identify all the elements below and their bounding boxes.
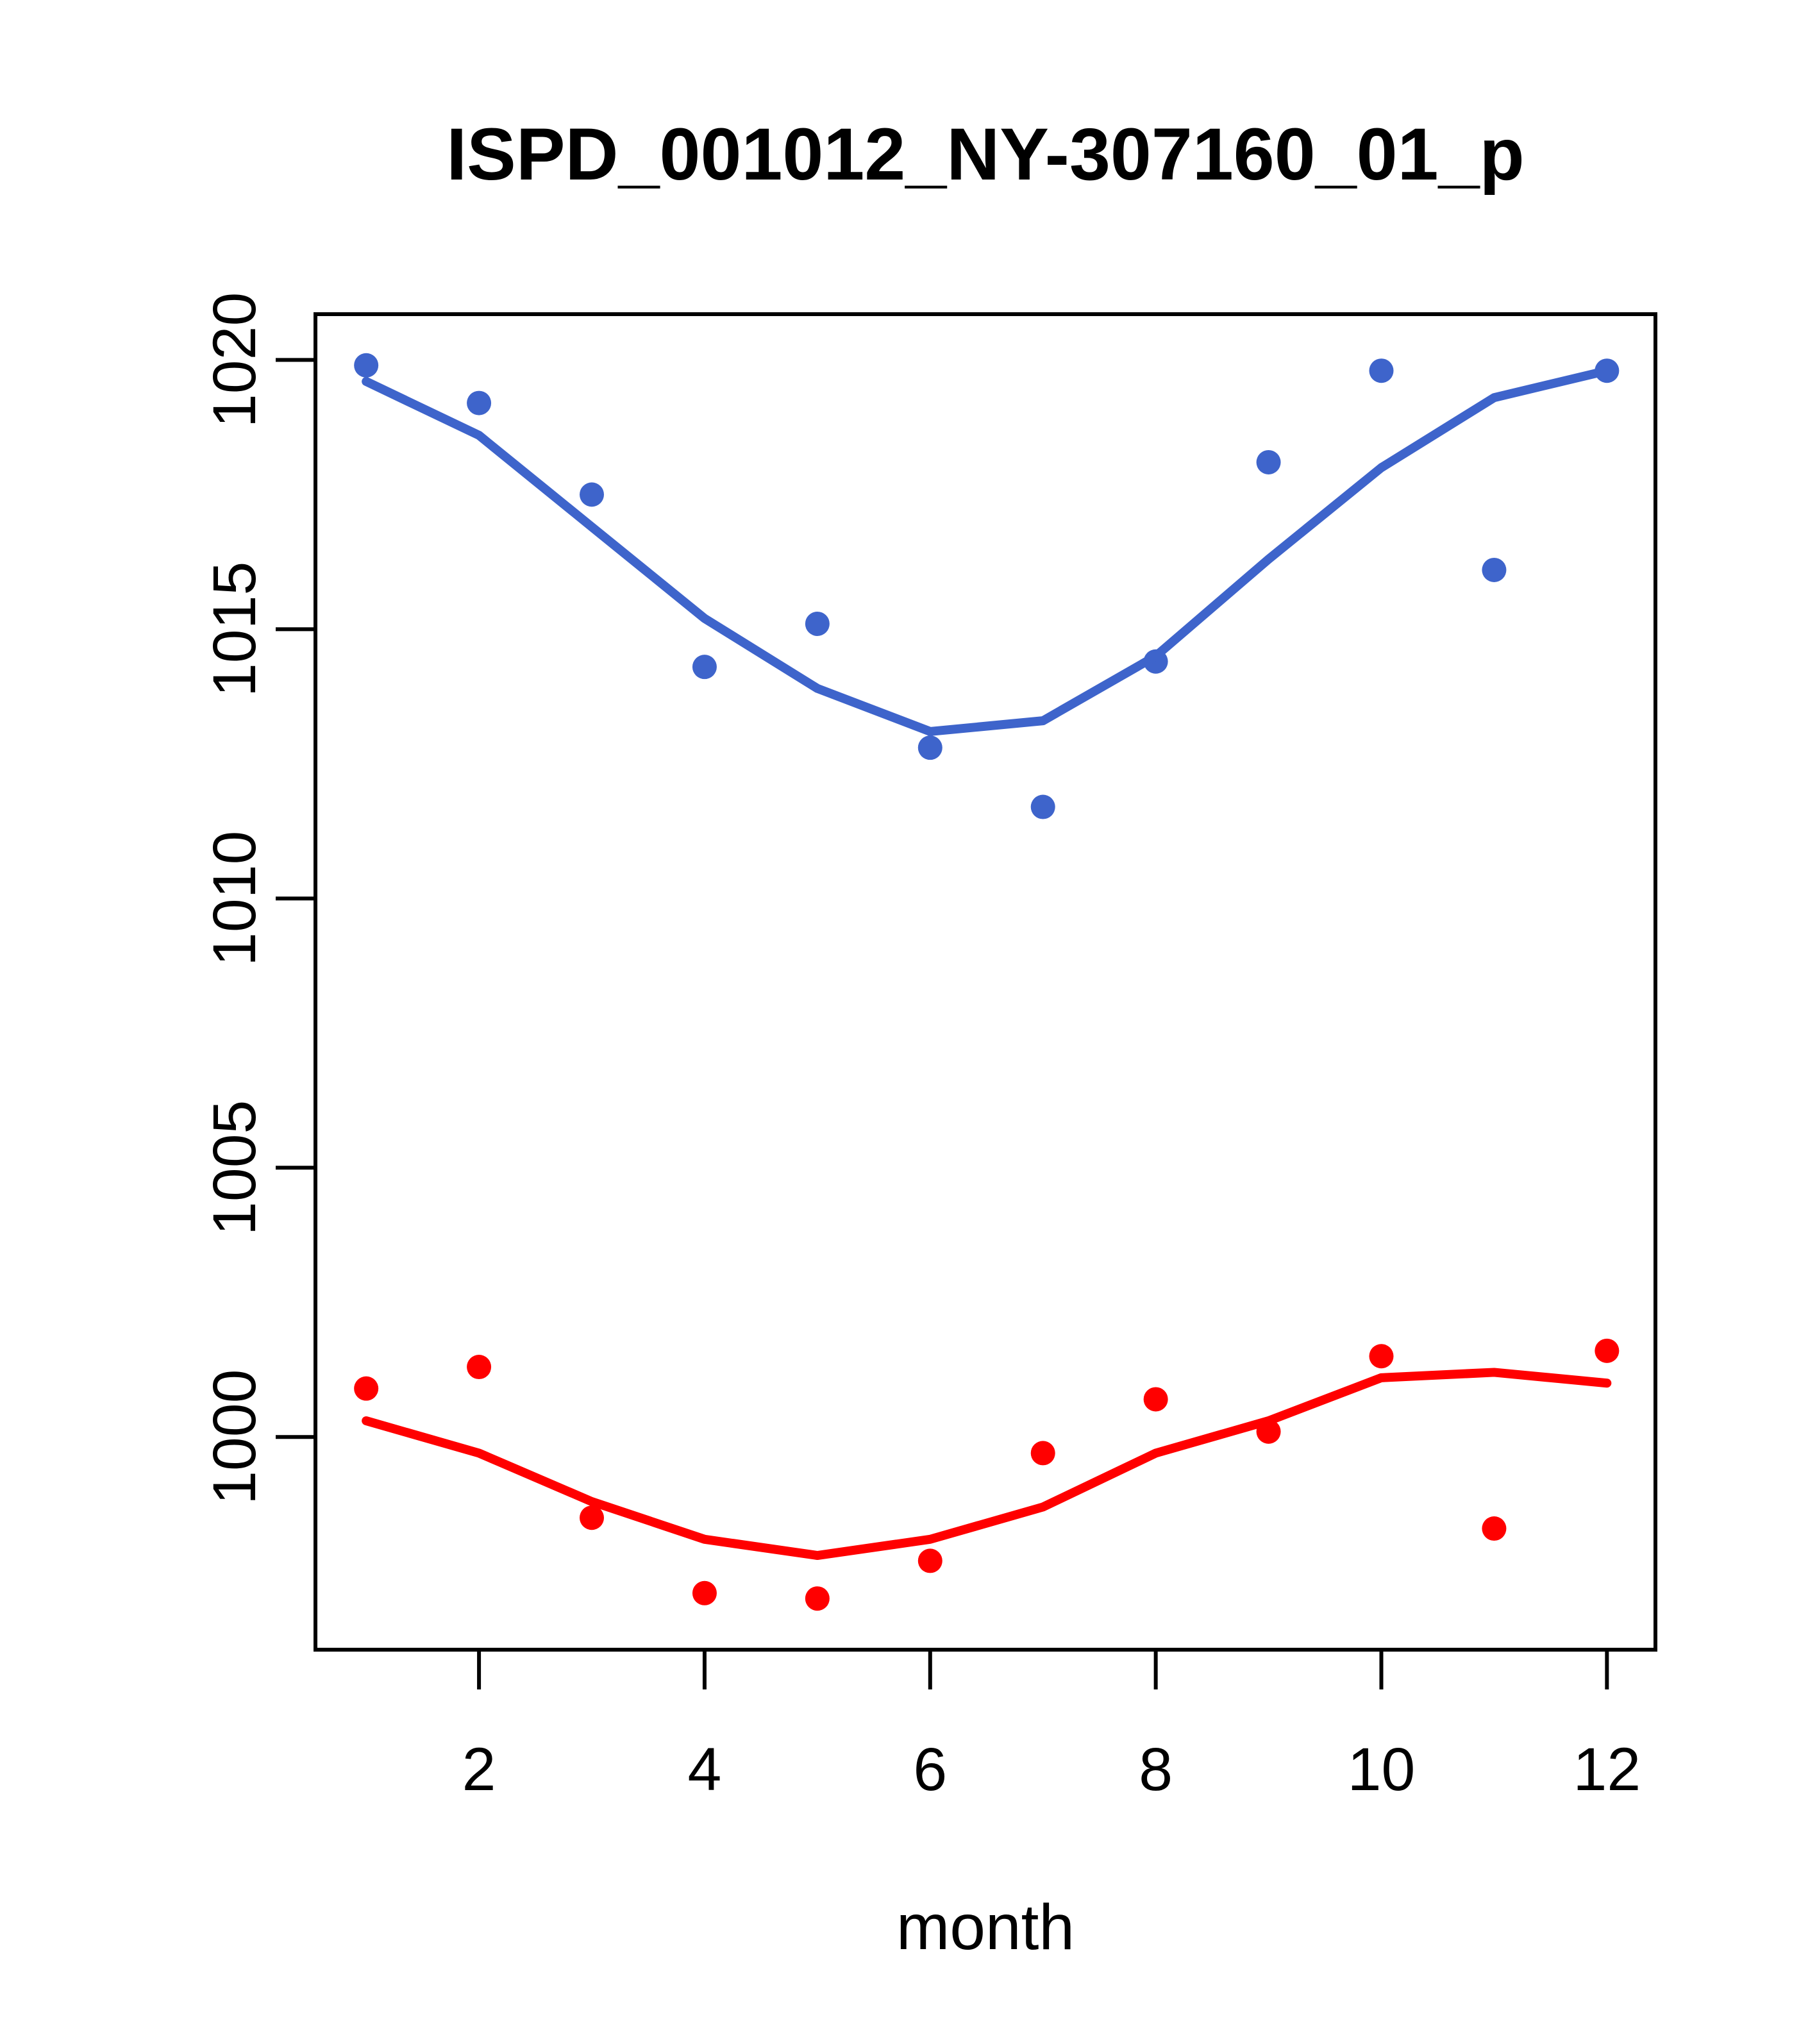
x-tick-label: 8 bbox=[1139, 1736, 1173, 1804]
series-upper-observations-point bbox=[1030, 794, 1055, 819]
y-tick-label: 1015 bbox=[201, 562, 269, 697]
series-lower-observations-point bbox=[1030, 1441, 1055, 1466]
series-upper-observations-point bbox=[1482, 557, 1507, 582]
x-tick-label: 2 bbox=[462, 1736, 496, 1804]
x-tick-label: 6 bbox=[913, 1736, 947, 1804]
x-tick-label: 4 bbox=[688, 1736, 722, 1804]
series-lower-observations-point bbox=[1143, 1387, 1168, 1412]
y-tick-label: 1000 bbox=[201, 1370, 269, 1505]
series-lower-observations-point bbox=[917, 1548, 942, 1573]
series-upper-observations bbox=[354, 353, 1620, 819]
series-layer bbox=[354, 353, 1620, 1611]
y-tick-label: 1010 bbox=[201, 831, 269, 966]
series-lower-observations-point bbox=[1595, 1338, 1620, 1363]
series-upper-observations-point bbox=[467, 390, 492, 415]
series-upper-observations-point bbox=[354, 353, 379, 378]
series-lower-observations-point bbox=[354, 1376, 379, 1401]
series-upper-observations-point bbox=[1369, 358, 1394, 383]
y-tick-label: 1005 bbox=[201, 1100, 269, 1236]
series-upper-smooth-line bbox=[362, 366, 1612, 736]
series-lower-observations bbox=[354, 1338, 1620, 1611]
series-lower-observations-point bbox=[580, 1505, 605, 1530]
axes-layer: 2 4 6 8 10 12 1000 1005 1010 1015 1020 bbox=[201, 292, 1641, 1804]
series-lower-smooth-line bbox=[362, 1368, 1612, 1561]
x-tick-label: 12 bbox=[1573, 1736, 1641, 1804]
series-upper-observations-point bbox=[692, 655, 717, 680]
series-upper-observations-point bbox=[917, 735, 942, 760]
series-upper-observations-point bbox=[805, 611, 830, 636]
y-tick-label: 1020 bbox=[201, 292, 269, 428]
series-lower-observations-point bbox=[1369, 1344, 1394, 1369]
x-tick-label: 10 bbox=[1348, 1736, 1416, 1804]
plot-border bbox=[314, 312, 1657, 1652]
chart-title: ISPD_001012_NY-307160_01_p bbox=[446, 113, 1525, 196]
x-axis-label: month bbox=[896, 1891, 1075, 1963]
series-upper-observations-point bbox=[1256, 449, 1281, 474]
series-lower-observations-point bbox=[692, 1580, 717, 1605]
series-lower-observations-point bbox=[467, 1355, 492, 1380]
series-lower-observations-point bbox=[805, 1586, 830, 1611]
series-lower-observations-point bbox=[1482, 1516, 1507, 1541]
series-upper-observations-point bbox=[580, 482, 605, 507]
